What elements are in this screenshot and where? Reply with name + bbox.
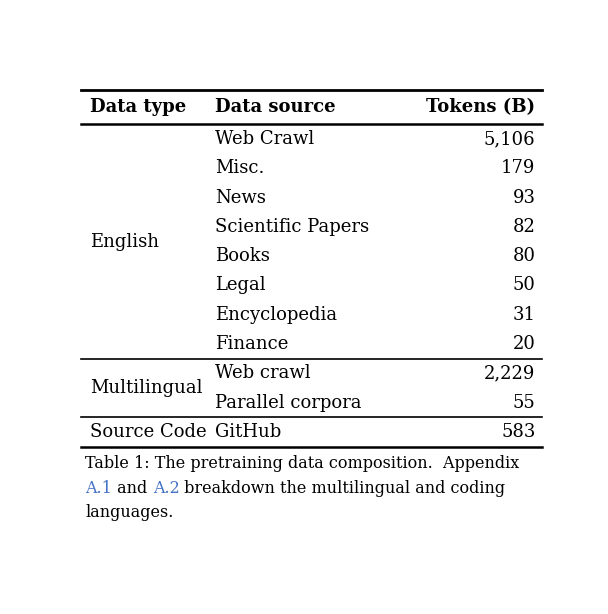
Text: 80: 80 [513, 247, 536, 265]
Text: and: and [112, 480, 153, 497]
Text: 2,229: 2,229 [484, 365, 536, 383]
Text: Web Crawl: Web Crawl [215, 130, 314, 148]
Text: Parallel corpora: Parallel corpora [215, 394, 362, 412]
Text: breakdown the multilingual and coding: breakdown the multilingual and coding [179, 480, 505, 497]
Text: Web crawl: Web crawl [215, 365, 311, 383]
Text: Multilingual: Multilingual [90, 379, 202, 397]
Text: GitHub: GitHub [215, 423, 282, 441]
Text: Misc.: Misc. [215, 159, 264, 177]
Text: 55: 55 [513, 394, 536, 412]
Text: Finance: Finance [215, 335, 288, 353]
Text: Tokens (B): Tokens (B) [426, 98, 536, 116]
Text: Data type: Data type [90, 98, 187, 116]
Text: News: News [215, 188, 266, 206]
Text: A.1: A.1 [85, 480, 112, 497]
Text: 93: 93 [513, 188, 536, 206]
Text: Source Code: Source Code [90, 423, 207, 441]
Text: Table 1: The pretraining data composition.  Appendix: Table 1: The pretraining data compositio… [85, 455, 520, 472]
Text: 583: 583 [501, 423, 536, 441]
Text: 50: 50 [513, 276, 536, 295]
Text: Data source: Data source [215, 98, 336, 116]
Text: 20: 20 [513, 335, 536, 353]
Text: 31: 31 [513, 306, 536, 324]
Text: Scientific Papers: Scientific Papers [215, 218, 369, 236]
Text: 82: 82 [513, 218, 536, 236]
Text: Books: Books [215, 247, 270, 265]
Text: 5,106: 5,106 [484, 130, 536, 148]
Text: Legal: Legal [215, 276, 266, 295]
Text: Encyclopedia: Encyclopedia [215, 306, 337, 324]
Text: A.2: A.2 [153, 480, 179, 497]
Text: English: English [90, 233, 159, 251]
Text: languages.: languages. [85, 504, 174, 521]
Text: 179: 179 [501, 159, 536, 177]
